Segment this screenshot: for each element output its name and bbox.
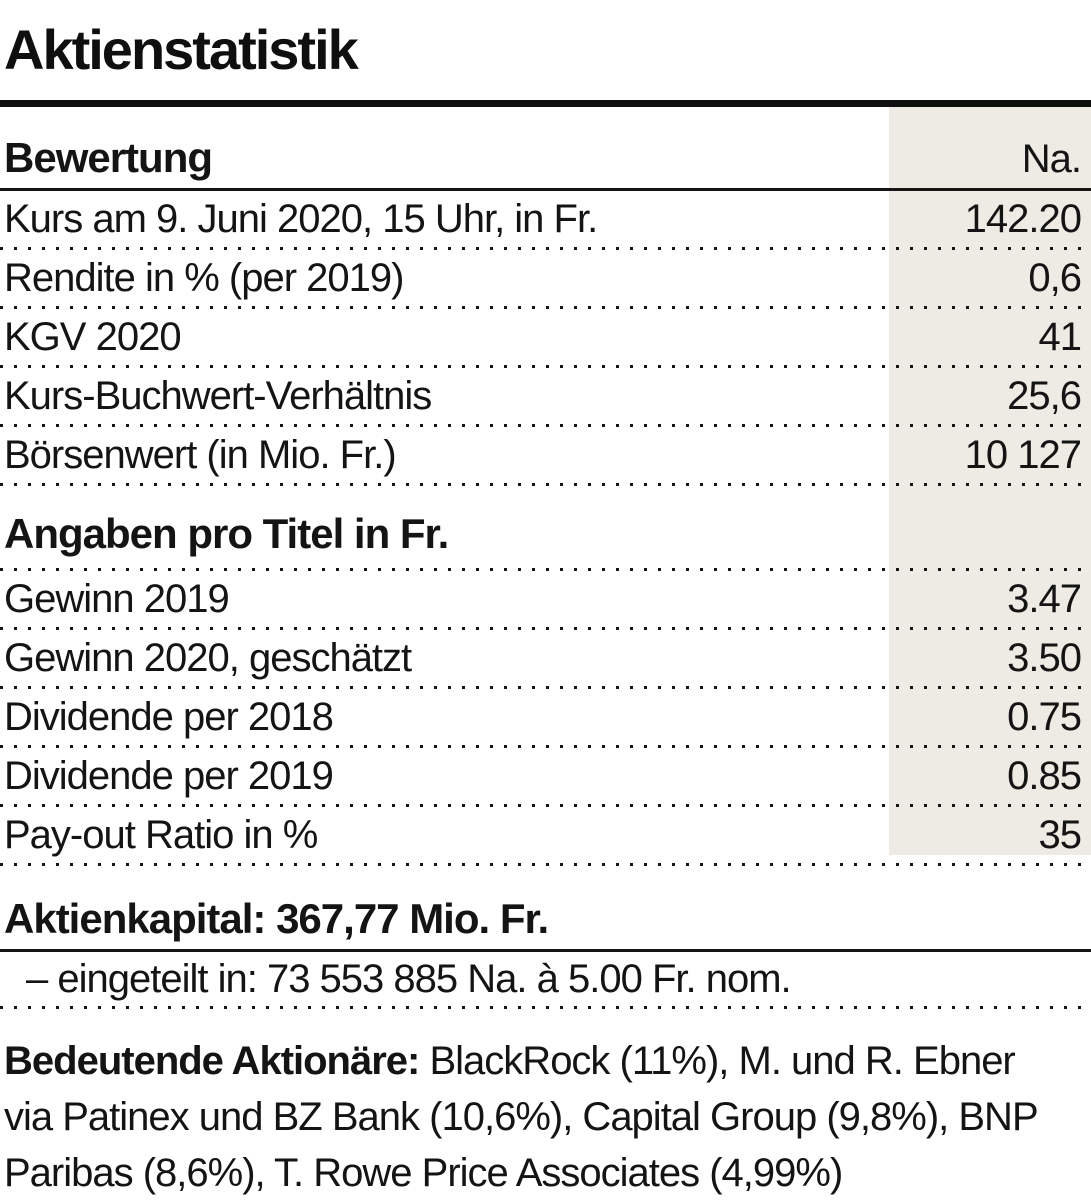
- row-value: 10 127: [964, 432, 1082, 477]
- row-value: 0,6: [1028, 255, 1082, 300]
- row-value: 35: [1038, 812, 1082, 857]
- row-value: 3.47: [1007, 576, 1082, 621]
- table-row: Gewinn 2019 3.47: [0, 571, 1091, 627]
- table-row: Kurs-Buchwert-Verhältnis 25,6: [0, 368, 1091, 424]
- page-title: Aktienstatistik: [4, 18, 359, 81]
- row-separator: [0, 745, 1091, 748]
- row-label: Kurs-Buchwert-Verhältnis: [4, 373, 432, 418]
- shareholders-label: Bedeutende Aktionäre:: [4, 1039, 420, 1083]
- row-label: Dividende per 2019: [4, 753, 334, 798]
- row-separator: [0, 424, 1091, 427]
- table-row: Kurs am 9. Juni 2020, 15 Uhr, in Fr. 142…: [0, 191, 1091, 247]
- top-rule: [0, 100, 1091, 107]
- table-header-row: Bewertung Na.: [0, 107, 1091, 188]
- row-label: Rendite in % (per 2019): [4, 255, 404, 300]
- capital-rule: [0, 949, 1091, 952]
- shareholders-paragraph: Bedeutende Aktionäre: BlackRock (11%), M…: [0, 1033, 1091, 1201]
- header-rule: [0, 188, 1091, 191]
- row-separator: [0, 247, 1091, 250]
- row-separator: [0, 627, 1091, 630]
- table-row: KGV 2020 41: [0, 309, 1091, 365]
- row-label: Pay-out Ratio in %: [4, 812, 318, 857]
- row-label: Dividende per 2018: [4, 694, 334, 739]
- table-row: Dividende per 2018 0.75: [0, 689, 1091, 745]
- row-label: Gewinn 2020, geschätzt: [4, 635, 412, 680]
- table-row: Börsenwert (in Mio. Fr.) 10 127: [0, 427, 1091, 483]
- row-value: 0.85: [1007, 753, 1082, 798]
- row-value: 142.20: [964, 196, 1082, 241]
- row-separator: [0, 804, 1091, 807]
- row-label: Börsenwert (in Mio. Fr.): [4, 432, 397, 477]
- table-row: Gewinn 2020, geschätzt 3.50: [0, 630, 1091, 686]
- row-label: Gewinn 2019: [4, 576, 230, 621]
- row-label: Kurs am 9. Juni 2020, 15 Uhr, in Fr.: [4, 196, 598, 241]
- row-value: 41: [1038, 314, 1082, 359]
- shareholders-line: via Patinex und BZ Bank (10,6%), Capital…: [4, 1095, 1039, 1139]
- row-separator: [0, 483, 1091, 486]
- table-subheader-row: Angaben pro Titel in Fr.: [0, 486, 1091, 568]
- header-label: Bewertung: [4, 134, 213, 181]
- capital-heading: Aktienkapital: 367,77 Mio. Fr.: [4, 895, 549, 942]
- shareholders-line: Paribas (8,6%), T. Rowe Price Associates…: [4, 1151, 843, 1195]
- row-value: 3.50: [1007, 635, 1082, 680]
- capital-detail: – eingeteilt in: 73 553 885 Na. à 5.00 F…: [26, 956, 792, 1001]
- header-value: Na.: [1021, 137, 1082, 181]
- row-separator: [0, 568, 1091, 571]
- row-separator: [0, 1006, 1091, 1009]
- table-row: Pay-out Ratio in % 35: [0, 807, 1091, 863]
- subheader-label: Angaben pro Titel in Fr.: [4, 510, 449, 557]
- shareholders-line: Bedeutende Aktionäre: BlackRock (11%), M…: [4, 1039, 1016, 1083]
- row-separator: [0, 365, 1091, 368]
- row-separator: [0, 863, 1091, 866]
- value-column-shading: [889, 106, 1091, 855]
- row-separator: [0, 686, 1091, 689]
- row-separator: [0, 306, 1091, 309]
- table-row: Dividende per 2019 0.85: [0, 748, 1091, 804]
- row-value: 25,6: [1007, 373, 1082, 418]
- table-row: Rendite in % (per 2019) 0,6: [0, 250, 1091, 306]
- row-value: 0.75: [1007, 694, 1082, 739]
- row-label: KGV 2020: [4, 314, 182, 359]
